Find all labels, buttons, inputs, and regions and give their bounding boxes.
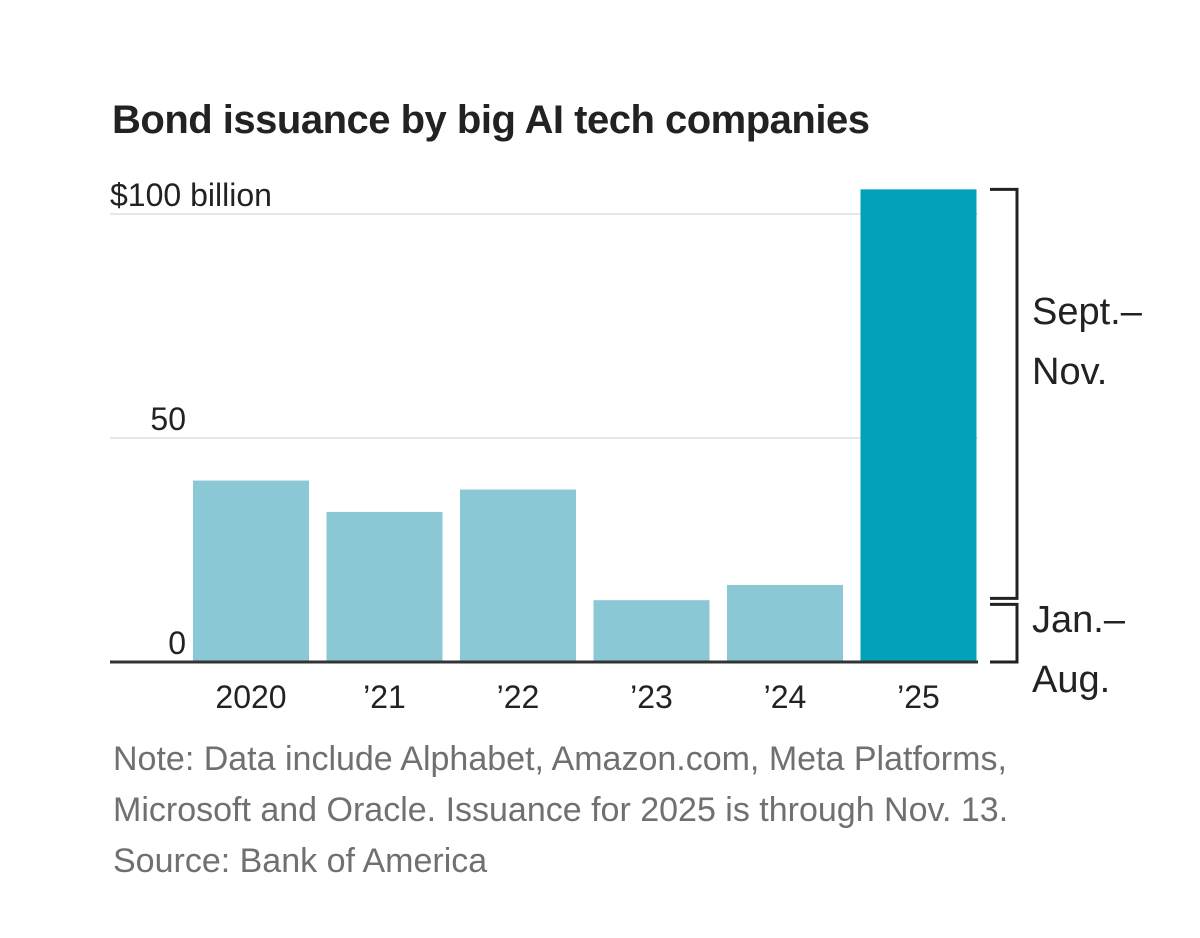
bracket-jan-aug — [990, 602, 1019, 664]
y-axis-labels: $100 billion 50 0 — [110, 177, 272, 661]
y-tick-label: 50 — [150, 401, 186, 437]
x-tick-label: ’21 — [363, 679, 406, 715]
y-tick-label: 0 — [168, 625, 186, 661]
bar-3 — [593, 600, 710, 662]
bar-2 — [460, 489, 576, 662]
bar-0 — [193, 480, 309, 662]
segment-brackets: Sept.– Nov. Jan.– Aug. — [990, 187, 1143, 701]
segment-label: Sept.– — [1032, 291, 1143, 333]
note-line: Note: Data include Alphabet, Amazon.com,… — [113, 740, 1007, 778]
bracket-sept-nov — [990, 187, 1019, 600]
segment-label: Jan.– — [1032, 599, 1126, 641]
chart-title: Bond issuance by big AI tech companies — [112, 98, 870, 142]
bar-4 — [727, 584, 843, 662]
chart-footnote: Note: Data include Alphabet, Amazon.com,… — [113, 734, 1173, 887]
gridlines — [110, 213, 978, 439]
x-tick-label: ’25 — [897, 679, 940, 715]
bars — [193, 189, 977, 663]
note-line: Microsoft and Oracle. Issuance for 2025 … — [113, 791, 1009, 829]
segment-label: Nov. — [1032, 351, 1107, 393]
x-tick-label: ’23 — [630, 679, 673, 715]
y-tick-label: $100 billion — [110, 177, 272, 213]
x-tick-label: 2020 — [215, 679, 286, 715]
x-tick-label: ’22 — [497, 679, 540, 715]
x-axis-labels: 2020 ’21 ’22 ’23 ’24 ’25 — [215, 679, 939, 715]
source-line: Source: Bank of America — [113, 842, 488, 880]
bar-1 — [326, 511, 443, 662]
x-tick-label: ’24 — [764, 679, 807, 715]
bar-5 — [860, 189, 977, 663]
segment-label: Aug. — [1032, 659, 1110, 701]
